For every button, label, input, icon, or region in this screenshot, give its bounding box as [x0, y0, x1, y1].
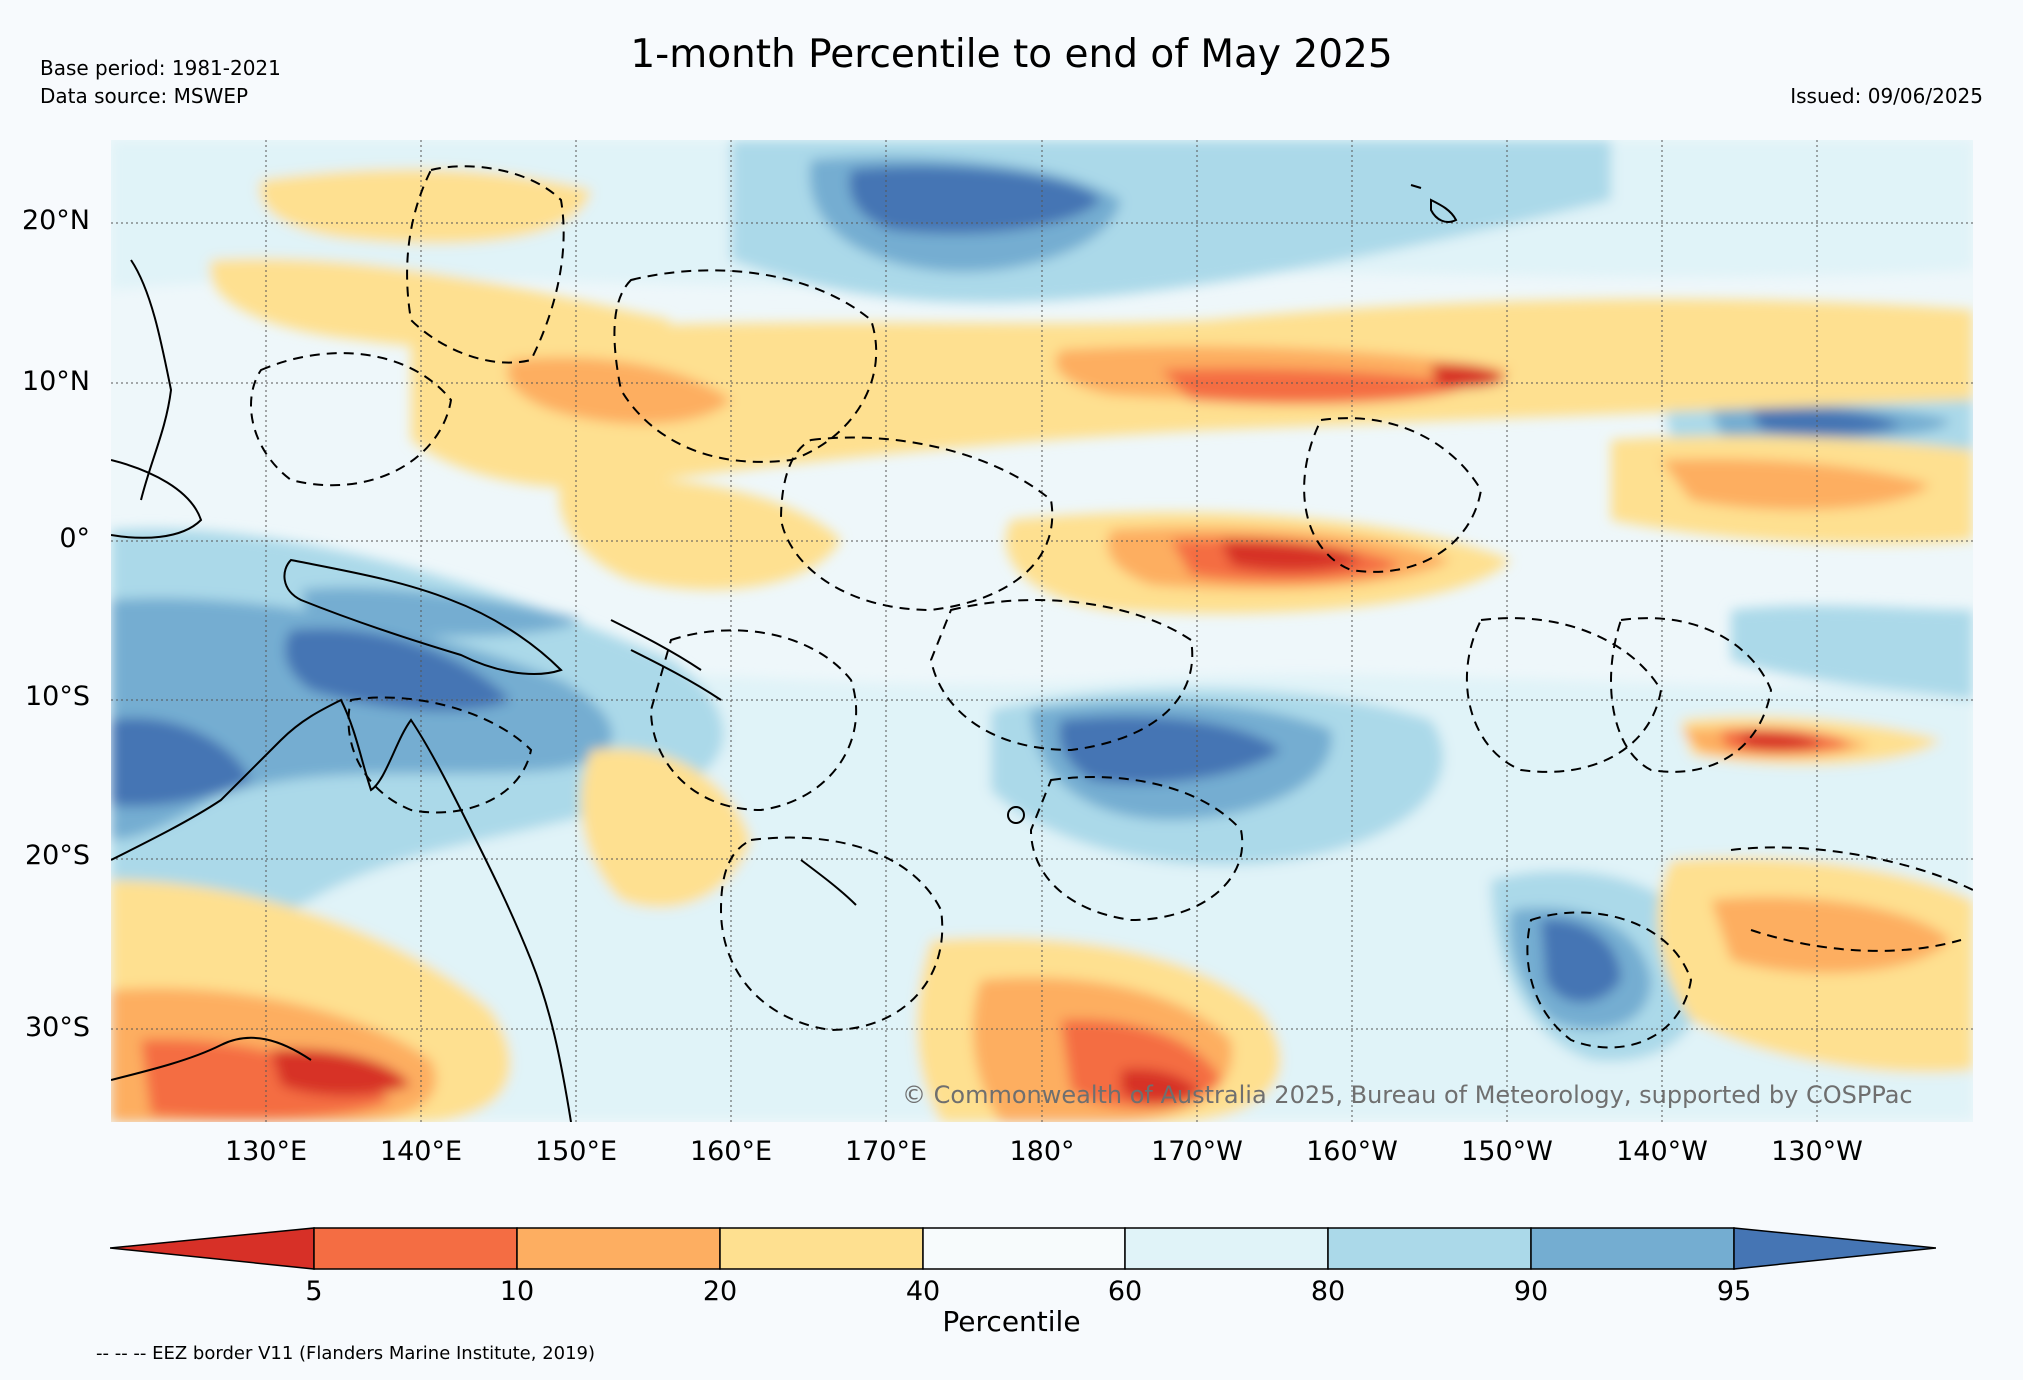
copyright-text: © Commonwealth of Australia 2025, Bureau…	[902, 1081, 1913, 1109]
base-period-text: Base period: 1981-2021	[40, 56, 281, 80]
lat-label-20s: 20°S	[25, 840, 90, 871]
colorbar-segment-20-40	[719, 1227, 924, 1270]
lon-label-150e: 150°E	[534, 1136, 618, 1167]
lon-label-180: 180°	[1009, 1136, 1075, 1167]
lat-label-20n: 20°N	[21, 205, 90, 236]
lon-label-140w: 140°W	[1616, 1136, 1708, 1167]
lat-label-30s: 30°S	[25, 1012, 90, 1043]
colorbar-tick-5: 5	[305, 1276, 323, 1307]
lat-label-equator: 0°	[59, 523, 90, 554]
data-source-text: Data source: MSWEP	[40, 84, 249, 108]
colorbar-segment-90-95	[1530, 1227, 1735, 1270]
colorbar-extend-low	[110, 1227, 315, 1270]
issued-date-text: Issued: 09/06/2025	[1790, 84, 1983, 108]
lat-label-10s: 10°S	[25, 681, 90, 712]
lon-label-130e: 130°E	[224, 1136, 308, 1167]
colorbar-tick-90: 90	[1513, 1276, 1549, 1307]
map-title: 1-month Percentile to end of May 2025	[630, 32, 1393, 77]
eez-border-note: -- -- -- EEZ border V11 (Flanders Marine…	[96, 1343, 596, 1364]
colorbar-title: Percentile	[942, 1305, 1081, 1338]
colorbar-segment-80-90	[1327, 1227, 1532, 1270]
colorbar-segment-60-80	[1124, 1227, 1329, 1270]
colorbar	[110, 1227, 1936, 1270]
colorbar-segment-10-20	[516, 1227, 721, 1270]
coastlines	[111, 184, 1458, 1122]
lon-label-130w: 130°W	[1771, 1136, 1863, 1167]
colorbar-tick-80: 80	[1310, 1276, 1346, 1307]
colorbar-extend-high	[1733, 1227, 1936, 1270]
lon-label-160e: 160°E	[689, 1136, 773, 1167]
lon-label-160w: 160°W	[1306, 1136, 1398, 1167]
lon-label-170w: 170°W	[1151, 1136, 1243, 1167]
percentile-map-canvas	[111, 140, 1973, 1122]
colorbar-tick-95: 95	[1716, 1276, 1752, 1307]
eez-borders	[250, 165, 1973, 1049]
colorbar-tick-60: 60	[1107, 1276, 1143, 1307]
colorbar-segment-5-10	[313, 1227, 518, 1270]
lon-label-140e: 140°E	[379, 1136, 463, 1167]
colorbar-tick-10: 10	[499, 1276, 535, 1307]
lon-label-150w: 150°W	[1461, 1136, 1553, 1167]
colorbar-segment-40-60	[922, 1227, 1126, 1270]
percentile-map	[111, 140, 1973, 1122]
colorbar-tick-40: 40	[905, 1276, 941, 1307]
colorbar-tick-20: 20	[702, 1276, 738, 1307]
lat-label-10n: 10°N	[21, 366, 90, 397]
lon-label-170e: 170°E	[844, 1136, 928, 1167]
